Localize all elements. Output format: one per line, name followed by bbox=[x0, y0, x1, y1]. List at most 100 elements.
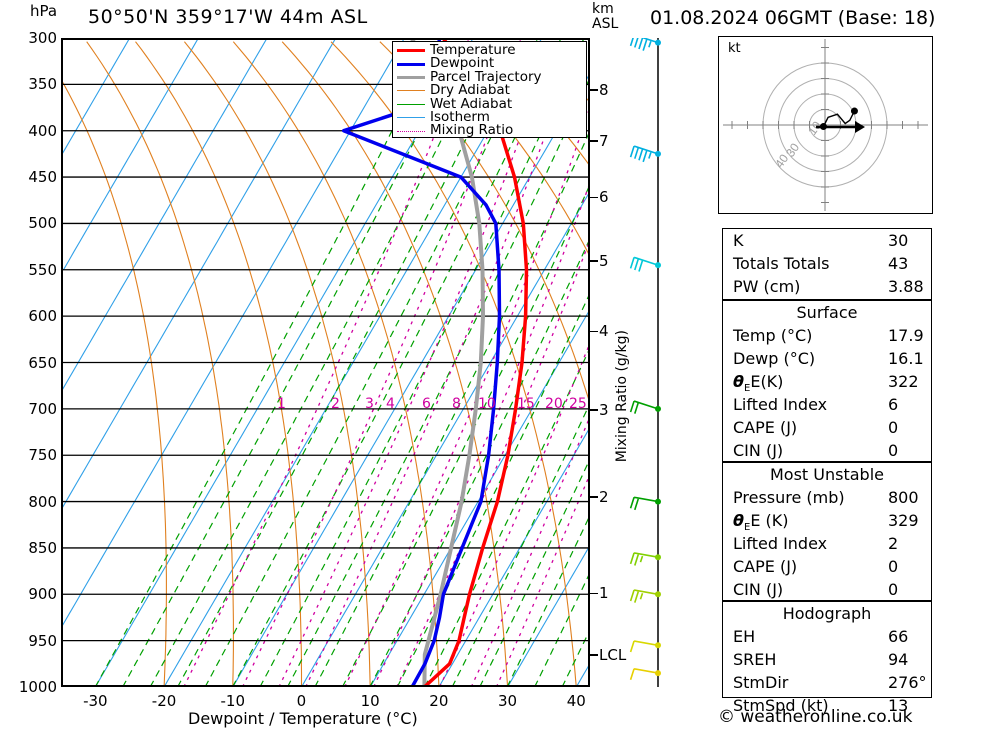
table-row-key: Pressure (mb) bbox=[733, 488, 845, 507]
legend-item: Isotherm bbox=[397, 108, 586, 125]
temperature-axis-labels: -30 -20 -10 0 10 20 30 40 bbox=[0, 692, 660, 712]
table-row-value: 6 bbox=[888, 395, 899, 414]
table-row: Totals Totals 43 bbox=[723, 252, 931, 275]
table-row-key: CIN (J) bbox=[733, 441, 784, 460]
pressure-tick-label: 800 bbox=[28, 492, 57, 511]
pressure-tick-label: 600 bbox=[28, 307, 57, 326]
legend-color-swatch bbox=[397, 103, 425, 105]
height-unit-line2: ASL bbox=[592, 16, 619, 32]
pressure-tick-label: 850 bbox=[28, 538, 57, 557]
table-row-key: CAPE (J) bbox=[733, 557, 798, 576]
legend-color-swatch bbox=[397, 130, 425, 132]
temperature-curve bbox=[422, 38, 529, 687]
height-tick-label: 6 bbox=[599, 188, 609, 207]
height-tick-mark bbox=[589, 196, 598, 199]
lcl-tick-mark bbox=[589, 654, 598, 656]
surface-table: Surface Temp (°C) 17.9 Dewp (°C) 16.1 θEE(K) 3… bbox=[722, 300, 932, 462]
wind-barb bbox=[629, 589, 661, 603]
table-row: θEE(K) 322 bbox=[723, 370, 931, 394]
parcel-trajectory-curve bbox=[409, 38, 485, 687]
mixing-ratio-label: 4 bbox=[386, 396, 395, 412]
table-row-key: StmDir bbox=[733, 673, 789, 692]
table-row-value: 30 bbox=[888, 231, 909, 250]
temperature-tick-label: -20 bbox=[151, 692, 177, 710]
wind-barb bbox=[629, 552, 661, 566]
table-row: CAPE (J) 0 bbox=[723, 416, 931, 439]
height-tick-mark bbox=[589, 260, 598, 262]
height-unit-line1: km bbox=[592, 1, 614, 17]
pressure-tick-label: 450 bbox=[28, 168, 57, 187]
table-row: SREH 94 bbox=[723, 648, 931, 671]
hodograph-panel: 10 30 40 bbox=[718, 31, 933, 219]
skewt-plot-area: 1 2 3 4 6 8 10 15 20 25 bbox=[61, 38, 590, 687]
dewpoint-curve bbox=[341, 38, 502, 687]
pressure-axis-labels: 300 350 400 450 500 550 600 650 700 750 800 850 900 9… bbox=[0, 29, 57, 696]
table-row: CIN (J) 0 bbox=[723, 578, 931, 601]
height-tick-mark bbox=[589, 140, 598, 142]
table-row: θEE (K) 329 bbox=[723, 509, 931, 533]
table-row-key: SREH bbox=[733, 650, 777, 669]
pressure-tick-label: 750 bbox=[28, 446, 57, 465]
temperature-tick-label: 0 bbox=[296, 692, 307, 710]
legend-item: Dry Adiabat bbox=[397, 84, 586, 97]
legend-color-swatch bbox=[397, 62, 425, 66]
mixing-ratio-label: 8 bbox=[452, 396, 461, 412]
temperature-tick-label: 20 bbox=[429, 692, 449, 710]
height-tick-label: 2 bbox=[599, 487, 609, 506]
wind-barb bbox=[629, 640, 661, 653]
legend-item: Mixing Ratio bbox=[397, 124, 586, 137]
indices-table: K 30 Totals Totals 43 PW (cm) 3.88 bbox=[722, 228, 932, 300]
table-row: StmSpd (kt) 13 bbox=[723, 694, 931, 717]
height-axis-labels: 1 2 3 4 5 6 7 8 LCL bbox=[589, 38, 633, 687]
legend-item-label: Dewpoint bbox=[430, 55, 495, 72]
table-title: Most Unstable bbox=[770, 465, 884, 484]
pressure-tick-label: 350 bbox=[28, 75, 57, 94]
pressure-tick-label: 650 bbox=[28, 353, 57, 372]
mixing-ratio-label: 1 bbox=[277, 396, 286, 412]
table-row-value: 800 bbox=[888, 488, 919, 507]
table-row-value: 2 bbox=[888, 534, 899, 553]
table-row-value: 0 bbox=[888, 580, 899, 599]
table-row-key: θEE (K) bbox=[733, 511, 789, 534]
x-axis-title: Dewpoint / Temperature (°C) bbox=[188, 709, 418, 728]
temperature-tick-label: 10 bbox=[360, 692, 380, 710]
table-row-key: Lifted Index bbox=[733, 395, 828, 414]
table-row: Lifted Index 2 bbox=[723, 532, 931, 555]
legend-item-label: Parcel Trajectory bbox=[430, 68, 542, 85]
pressure-tick-label: 1000 bbox=[18, 678, 57, 696]
wind-barb bbox=[629, 668, 661, 681]
table-row-key: Totals Totals bbox=[733, 254, 830, 273]
table-row-key: CIN (J) bbox=[733, 580, 784, 599]
pressure-tick-label: 900 bbox=[28, 585, 57, 604]
legend-item: Dewpoint bbox=[397, 57, 586, 70]
table-row: PW (cm) 3.88 bbox=[723, 275, 931, 298]
height-tick-label: 7 bbox=[599, 131, 609, 150]
wind-barb-canvas bbox=[629, 34, 661, 687]
legend-item-label: Temperature bbox=[430, 41, 516, 58]
most-unstable-table: Most Unstable Pressure (mb) 800 θEE (K) 329 L… bbox=[722, 462, 932, 601]
skewt-canvas bbox=[61, 38, 590, 687]
height-tick-label: 5 bbox=[599, 251, 609, 270]
table-row-key: K bbox=[733, 231, 744, 250]
table-row-key: Dewp (°C) bbox=[733, 349, 816, 368]
table-row-value: 322 bbox=[888, 372, 919, 391]
table-title: Hodograph bbox=[782, 604, 872, 623]
height-tick-mark bbox=[589, 496, 598, 498]
legend-color-swatch bbox=[397, 49, 425, 53]
legend-color-swatch bbox=[397, 75, 425, 79]
wind-barb bbox=[629, 496, 661, 511]
mixing-ratio-label: 6 bbox=[422, 396, 431, 412]
table-row-key: Lifted Index bbox=[733, 534, 828, 553]
temperature-tick-label: -10 bbox=[220, 692, 246, 710]
copyright-notice: © weatheronline.co.uk bbox=[718, 707, 913, 727]
wind-barb-column bbox=[628, 34, 688, 687]
legend-item-label: Isotherm bbox=[430, 108, 490, 125]
temperature-tick-label: 40 bbox=[566, 692, 586, 710]
legend-item-label: Mixing Ratio bbox=[430, 122, 514, 139]
legend-item: Temperature bbox=[397, 41, 586, 58]
table-row: K 30 bbox=[723, 229, 931, 252]
table-row: Dewp (°C) 16.1 bbox=[723, 347, 931, 370]
isobar-lines bbox=[61, 38, 590, 687]
pressure-tick-label: 550 bbox=[28, 260, 57, 279]
temperature-tick-label: 30 bbox=[498, 692, 518, 710]
